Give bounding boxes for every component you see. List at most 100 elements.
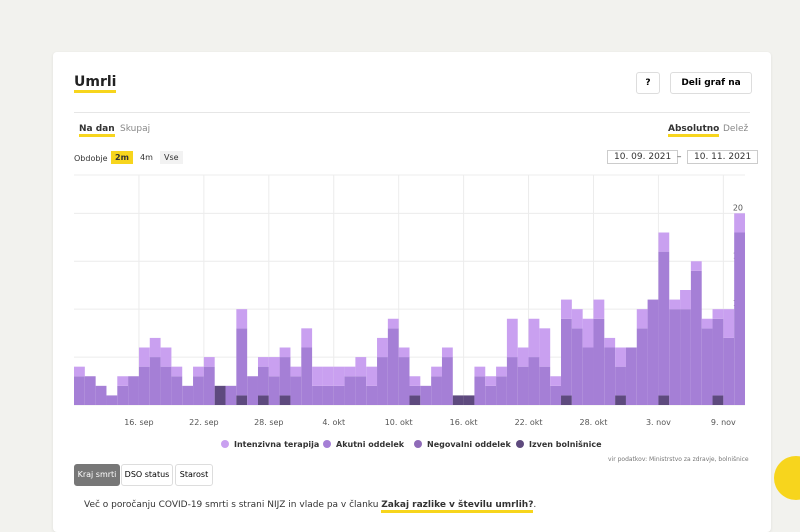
- tab-button[interactable]: DSO status: [121, 464, 173, 486]
- bar-segment: [604, 347, 616, 405]
- y-tick-label: 20: [733, 203, 743, 212]
- bar-segment: [257, 357, 269, 367]
- legend-swatch: [221, 440, 229, 448]
- bar-segment: [377, 357, 388, 405]
- bar-segment: [571, 328, 583, 405]
- bar-segment: [463, 395, 475, 405]
- bar-segment: [582, 318, 594, 348]
- title: Umrli: [74, 74, 117, 93]
- bar-segment: [441, 347, 453, 358]
- bar-segment: [290, 376, 302, 405]
- bar-segment: [420, 385, 432, 405]
- bar-segment: [203, 366, 215, 405]
- tab-active[interactable]: Absolutno: [668, 124, 720, 137]
- bar-segment: [658, 251, 670, 396]
- bar-segment: [452, 395, 464, 405]
- bar-segment: [193, 376, 204, 405]
- footer-text: Več o poročanju COVID-19 smrti s strani …: [84, 500, 537, 513]
- bar-segment: [268, 376, 280, 405]
- bar-segment: [312, 385, 323, 405]
- bar-segment: [279, 347, 291, 358]
- bar-segment: [669, 309, 681, 405]
- bar-segment: [149, 357, 161, 405]
- bar-segment: [257, 366, 269, 396]
- legend-label: Intenzivna terapija: [234, 440, 319, 449]
- period-option[interactable]: 2m: [111, 151, 133, 164]
- bar-segment: [723, 337, 735, 405]
- bar-segment: [387, 318, 399, 329]
- legend-label: Izven bolnišnice: [529, 439, 602, 449]
- bar-segment: [485, 376, 497, 386]
- share-button[interactable]: Deli graf na: [670, 72, 752, 94]
- bar-segment: [615, 395, 626, 405]
- legend-swatch: [323, 440, 331, 448]
- help-button[interactable]: ?: [636, 72, 660, 94]
- bar-segment: [117, 385, 129, 405]
- legend-label: Akutni oddelek: [336, 440, 405, 449]
- bar-segment: [171, 376, 183, 405]
- bar-segment: [149, 337, 161, 358]
- bar-segment: [312, 366, 323, 386]
- bar-segment: [333, 366, 345, 386]
- period-option[interactable]: 4m: [140, 153, 153, 162]
- bar-segment: [322, 366, 334, 386]
- bar-segment: [539, 366, 551, 405]
- bar-segment: [117, 376, 129, 386]
- tab-button[interactable]: Starost: [175, 464, 213, 486]
- bar-segment: [582, 347, 594, 405]
- bar-segment: [658, 232, 670, 252]
- page: Umrli ? Deli graf na Na dan Skupaj Absol…: [53, 52, 800, 532]
- date-from[interactable]: 10. 09. 2021: [607, 150, 679, 164]
- bar-segment: [279, 357, 291, 396]
- bar-segment: [690, 270, 702, 405]
- bar-segment: [690, 261, 702, 271]
- bar-segment: [615, 366, 626, 396]
- bar-segment: [366, 366, 378, 386]
- bar-segment: [506, 357, 518, 405]
- bar-segment: [571, 309, 583, 329]
- bar-segment: [517, 366, 529, 405]
- x-tick-label: 4. okt: [322, 418, 345, 427]
- legend-label: Negovalni oddelek: [427, 440, 511, 449]
- bar-segment: [712, 395, 724, 405]
- bar-segment: [409, 385, 421, 396]
- bar-segment: [257, 395, 269, 405]
- bar-segment: [398, 347, 410, 358]
- bar-segment: [171, 366, 183, 377]
- bar-segment: [431, 366, 442, 377]
- bar-segment: [106, 395, 118, 405]
- bar-segment: [377, 337, 388, 358]
- bar-segment: [74, 366, 85, 377]
- tab[interactable]: Skupaj: [120, 124, 151, 134]
- footer-link[interactable]: Zakaj razlike v številu umrlih?: [381, 500, 534, 513]
- bar-segment: [344, 376, 356, 405]
- bar-segment: [680, 309, 691, 405]
- bar-segment: [680, 290, 691, 310]
- tab[interactable]: Delež: [723, 124, 749, 134]
- bar-segment: [474, 376, 486, 405]
- bar-segment: [734, 213, 745, 233]
- period-label: Obdobje: [74, 154, 108, 163]
- tab-active[interactable]: Na dan: [79, 124, 115, 137]
- footer-end: .: [533, 500, 537, 510]
- bar-segment: [658, 395, 670, 405]
- tab-button-active[interactable]: Kraj smrti: [74, 464, 120, 486]
- date-to[interactable]: 10. 11. 2021: [687, 150, 759, 164]
- bar-segment: [138, 366, 150, 405]
- bar-segment: [236, 309, 248, 329]
- bar-segment: [398, 357, 410, 405]
- period-option[interactable]: Vse: [160, 151, 183, 164]
- bar-segment: [561, 318, 572, 396]
- bar-segment: [236, 395, 248, 405]
- bar-segment: [636, 328, 648, 405]
- bar-segment: [625, 347, 637, 405]
- x-tick-label: 10. okt: [385, 418, 413, 427]
- bar-segment: [506, 318, 518, 358]
- bar-segment: [301, 328, 313, 348]
- card: [53, 52, 771, 532]
- bar-segment: [517, 347, 529, 367]
- bar-segment: [528, 318, 540, 358]
- bar-segment: [636, 309, 648, 329]
- x-tick-label: 22. okt: [515, 418, 543, 427]
- bar-segment: [485, 385, 497, 405]
